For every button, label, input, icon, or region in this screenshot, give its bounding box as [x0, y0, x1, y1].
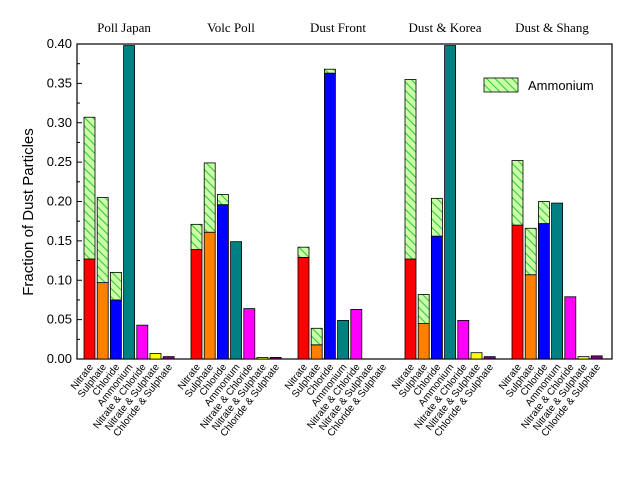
bar-nitrate-chloride [457, 320, 470, 360]
y-tick-label: 0.40 [47, 36, 72, 51]
y-tick-label: 0.25 [47, 154, 72, 169]
bar-chloride-sulphate [590, 355, 603, 360]
legend-swatch [483, 77, 519, 93]
y-tick-label: 0.05 [47, 312, 72, 327]
bar-chloride [538, 223, 550, 360]
bar-ammonium-segment [110, 271, 122, 301]
bar-chloride-sulphate [483, 356, 496, 360]
bar-nitrate-chloride [136, 324, 149, 360]
bar-ammonium-segment [538, 201, 550, 224]
bar-nitrate [297, 257, 310, 360]
bar-ammonium [337, 320, 350, 360]
bar-chloride-sulphate [162, 356, 175, 360]
bar-chloride-sulphate [269, 357, 282, 360]
bar-ammonium [444, 45, 457, 360]
bar-ammonium-segment [203, 162, 216, 233]
bar-sulphate [203, 231, 216, 360]
bar-ammonium-segment [83, 116, 96, 260]
group-title: Dust Front [310, 20, 366, 35]
y-tick-label: 0.30 [47, 115, 72, 130]
bar-ammonium-segment [216, 194, 229, 206]
group-title: Poll Japan [97, 20, 151, 35]
y-tick-label: 0.15 [47, 233, 72, 248]
bar-ammonium-segment [524, 227, 537, 276]
bar-sulphate [417, 323, 430, 360]
bar-nitrate [190, 249, 203, 360]
bar-nitrate-sulphate [577, 356, 590, 360]
y-axis-title: Fraction of Dust Particles [20, 128, 37, 296]
bar-ammonium-segment [323, 68, 336, 74]
bar-ammonium-segment [430, 197, 443, 237]
bar-nitrate-chloride [243, 308, 256, 360]
bar-sulphate [524, 274, 537, 360]
y-tick-label: 0.20 [47, 194, 72, 209]
bar-ammonium-segment [190, 223, 203, 250]
group-title: Volc Poll [207, 20, 255, 35]
plot-area: 0.00 0.05 0.10 0.15 0.20 0.25 0.30 0.35 0.40 Poll… [47, 20, 613, 439]
y-tick-label: 0.10 [47, 272, 72, 287]
bar-chloride [110, 299, 122, 360]
bar-nitrate-sulphate [470, 352, 483, 360]
bar-ammonium-segment [310, 327, 323, 346]
bar-sulphate [310, 344, 323, 360]
bar-nitrate [511, 224, 524, 360]
bar-ammonium [123, 45, 135, 360]
bar-chloride [323, 72, 336, 360]
bar-ammonium [551, 202, 563, 360]
bar-ammonium-segment [96, 197, 109, 284]
bar-ammonium-segment [404, 79, 417, 260]
group-title: Dust & Shang [515, 20, 589, 35]
bar-ammonium-segment [511, 160, 524, 226]
legend-label: Ammonium [528, 78, 594, 93]
bar-ammonium-segment [417, 294, 430, 324]
bar-nitrate-chloride [564, 296, 577, 360]
y-tick-label: 0.00 [47, 351, 72, 366]
bar-sulphate [96, 282, 109, 360]
bar-chloride [430, 235, 443, 360]
bar-nitrate-sulphate [256, 357, 269, 360]
bar-ammonium-segment [297, 246, 310, 258]
bar-ammonium [230, 241, 243, 360]
bar-chloride [216, 204, 229, 360]
bar-nitrate-sulphate [149, 353, 162, 360]
bar-nitrate [404, 258, 417, 360]
group-title: Dust & Korea [409, 20, 482, 35]
bar-nitrate [83, 258, 96, 360]
y-tick-label: 0.35 [47, 75, 72, 90]
bar-nitrate-chloride [350, 308, 363, 360]
